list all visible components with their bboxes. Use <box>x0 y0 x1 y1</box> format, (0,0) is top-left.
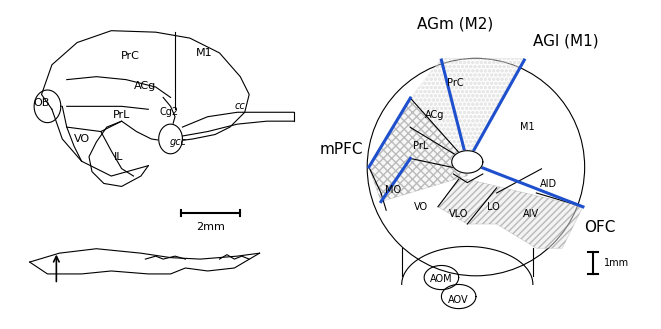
Text: PrC: PrC <box>447 78 463 88</box>
Text: mPFC: mPFC <box>319 142 363 157</box>
Text: AOM: AOM <box>430 274 453 284</box>
Text: VO: VO <box>73 134 90 144</box>
Text: IL: IL <box>114 152 124 162</box>
Text: AGm (M2): AGm (M2) <box>417 16 493 31</box>
Text: gcc: gcc <box>169 137 186 147</box>
Text: ACg: ACg <box>425 110 444 120</box>
Text: ACg: ACg <box>134 81 157 90</box>
Text: AID: AID <box>540 179 557 190</box>
Text: AIV: AIV <box>523 209 539 219</box>
Text: 1mm: 1mm <box>603 258 629 268</box>
Text: VLO: VLO <box>449 209 469 219</box>
Text: PrL: PrL <box>113 110 130 120</box>
Text: PrL: PrL <box>413 141 428 151</box>
Polygon shape <box>159 124 182 154</box>
Text: 2mm: 2mm <box>196 222 225 232</box>
Polygon shape <box>410 58 524 162</box>
Text: MO: MO <box>385 185 401 194</box>
Text: M1: M1 <box>520 122 535 132</box>
Polygon shape <box>451 151 483 173</box>
Text: PrC: PrC <box>121 51 140 61</box>
Text: Cg2: Cg2 <box>159 107 178 117</box>
Text: AOV: AOV <box>448 295 469 305</box>
Text: AGl (M1): AGl (M1) <box>533 34 598 49</box>
Text: VO: VO <box>414 202 428 212</box>
Text: OB: OB <box>33 98 50 108</box>
Text: OFC: OFC <box>584 220 616 235</box>
Polygon shape <box>369 98 467 202</box>
Polygon shape <box>438 179 583 248</box>
Text: M1: M1 <box>196 48 213 58</box>
Text: LO: LO <box>486 202 500 212</box>
Text: cc: cc <box>235 101 246 111</box>
